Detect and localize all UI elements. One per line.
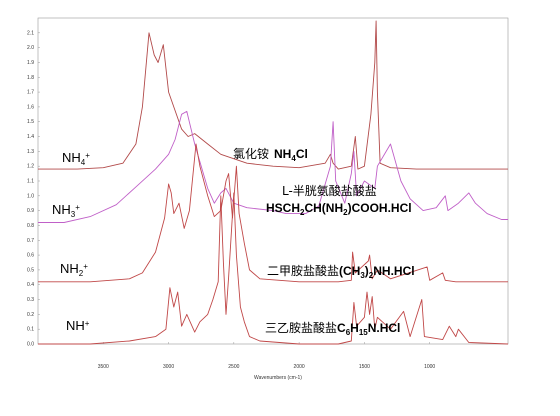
x-tick-label: 1000 bbox=[424, 364, 435, 370]
compound-dimethylamine-hcl: 二甲胺盐酸盐(CH3)2NH.HCl bbox=[267, 263, 415, 280]
x-tick-label: 3500 bbox=[98, 364, 109, 370]
y-tick-label: 1.7 bbox=[27, 90, 34, 96]
compound-triethylamine-hcl: 三乙胺盐酸盐C6H15N.HCl bbox=[265, 320, 400, 337]
y-tick-label: 0.7 bbox=[27, 238, 34, 244]
compound-cysteine-hcl-formula: HSCH2CH(NH2)COOH.HCl bbox=[266, 201, 412, 217]
compound-ammonium-chloride: 氯化铵 NH4Cl bbox=[233, 146, 308, 163]
y-tick-label: 1.6 bbox=[27, 104, 34, 110]
y-tick-label: 0.5 bbox=[27, 267, 34, 273]
y-tick-label: 1.2 bbox=[27, 164, 34, 170]
x-tick-label: 2000 bbox=[294, 364, 305, 370]
spectrum-line-4 bbox=[38, 192, 509, 345]
plot-frame bbox=[37, 17, 509, 345]
label-nh: NH+ bbox=[66, 318, 90, 333]
y-tick-label: 0.8 bbox=[27, 223, 34, 229]
y-tick-label: 0.0 bbox=[27, 342, 34, 348]
y-tick-label: 1.3 bbox=[27, 149, 34, 155]
label-nh4: NH4+ bbox=[62, 150, 90, 167]
y-tick-label: 1.9 bbox=[27, 60, 34, 66]
y-tick-label: 1.4 bbox=[27, 134, 34, 140]
y-tick-label: 2.1 bbox=[27, 30, 34, 36]
y-tick-label: 0.3 bbox=[27, 297, 34, 303]
y-tick-label: 1.8 bbox=[27, 75, 34, 81]
x-tick-label: 3000 bbox=[163, 364, 174, 370]
y-tick-label: 1.0 bbox=[27, 193, 34, 199]
x-ticks: 3500 3000 2500 2000 1500 1000 bbox=[98, 342, 435, 370]
y-tick-label: 2.0 bbox=[27, 45, 34, 51]
label-nh3: NH3+ bbox=[52, 202, 80, 219]
plot-border bbox=[37, 17, 509, 345]
x-tick-label: 1500 bbox=[359, 364, 370, 370]
spectrum-line-3 bbox=[38, 143, 508, 283]
y-tick-label: 0.6 bbox=[27, 253, 34, 259]
y-tick-label: 1.5 bbox=[27, 119, 34, 125]
y-tick-label: 1.1 bbox=[27, 179, 34, 185]
y-tick-label: 0.2 bbox=[27, 312, 34, 318]
compound-cysteine-hcl-name: L-半胱氨酸盐酸盐 bbox=[282, 183, 377, 198]
spectrum-line-2 bbox=[38, 110, 508, 223]
y-tick-label: 0.4 bbox=[27, 282, 34, 288]
spectrum-line-1 bbox=[38, 20, 508, 170]
y-ticks: 2.1 2.0 1.9 1.8 1.7 1.6 1.5 1.4 1.3 1.2 1.1 1.0 0.9 0… bbox=[27, 30, 40, 348]
spectra-lines bbox=[38, 20, 509, 345]
label-nh2: NH2+ bbox=[60, 261, 88, 278]
x-tick-label: 2500 bbox=[228, 364, 239, 370]
y-tick-label: 0.9 bbox=[27, 208, 34, 214]
x-axis-label: Wavenumbers (cm-1) bbox=[254, 375, 302, 381]
y-tick-label: 0.1 bbox=[27, 327, 34, 333]
